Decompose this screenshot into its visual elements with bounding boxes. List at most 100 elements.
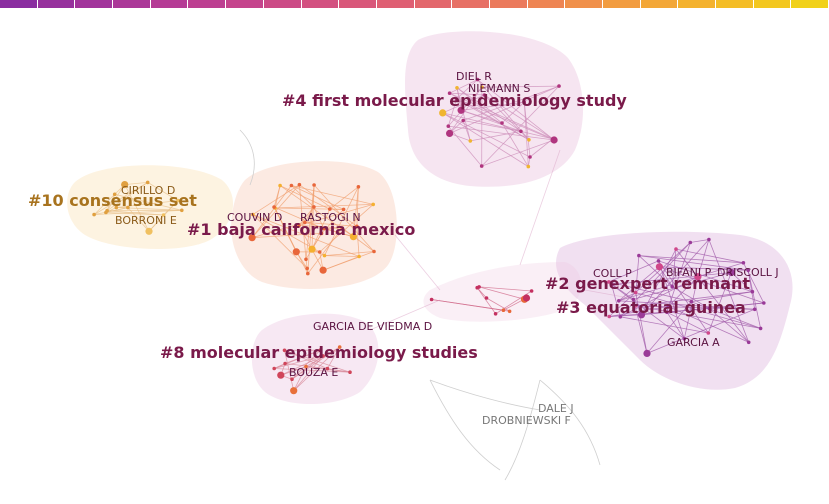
faint-edge: [539, 379, 601, 466]
network-edge: [620, 316, 709, 334]
network-edge: [618, 292, 636, 302]
author-label: DROBNIEWSKI F: [482, 414, 571, 427]
network-edge: [456, 98, 555, 141]
network-node: [689, 299, 694, 304]
network-node: [325, 366, 330, 371]
author-label: DIEL R: [456, 70, 492, 83]
network-edge: [447, 98, 457, 127]
network-node: [634, 304, 638, 308]
network-node: [637, 253, 641, 258]
network-node: [340, 226, 345, 230]
network-edge: [620, 276, 699, 318]
network-node: [161, 213, 166, 217]
timeline-segment: [301, 0, 340, 8]
network-edge: [449, 92, 485, 96]
network-edge: [658, 260, 753, 293]
network-node: [656, 259, 661, 263]
network-edge: [329, 186, 359, 210]
network-edge: [697, 239, 710, 277]
timeline-segment: [716, 0, 754, 8]
hull-cluster-8: [251, 313, 379, 404]
cluster-edges: [93, 79, 765, 391]
network-node: [176, 198, 180, 203]
timeline-segment: [753, 0, 792, 8]
network-node: [529, 289, 534, 293]
network-edge: [356, 186, 359, 227]
network-node: [328, 207, 332, 211]
network-edge: [620, 242, 691, 318]
network-node: [631, 297, 636, 302]
network-edge: [501, 122, 529, 167]
network-node: [308, 245, 316, 253]
cluster-label-3: #3 equatorial guinea: [556, 298, 746, 317]
network-node: [500, 121, 504, 125]
network-node: [277, 371, 285, 379]
network-edge: [611, 272, 732, 285]
network-node: [312, 205, 316, 209]
network-edge: [284, 349, 351, 373]
network-edge: [124, 184, 150, 232]
network-edge: [456, 98, 530, 141]
network-node: [372, 249, 376, 254]
network-edge: [633, 272, 732, 300]
network-edge: [293, 346, 340, 391]
network-edge: [618, 262, 744, 302]
network-edge: [638, 255, 673, 287]
network-node: [607, 280, 611, 284]
network-node: [468, 139, 473, 143]
network-node: [318, 348, 323, 353]
network-edge: [299, 184, 358, 227]
author-label: DALE J: [538, 402, 574, 415]
network-edge: [635, 305, 761, 329]
network-edge: [284, 349, 328, 369]
author-label: GARCIA DE VIEDMA D: [313, 320, 432, 333]
author-label: NIEMANN S: [468, 82, 530, 95]
network-edge: [319, 204, 374, 253]
network-node: [655, 263, 664, 271]
network-node: [670, 284, 674, 289]
network-edge: [327, 346, 341, 369]
network-node: [251, 212, 255, 217]
network-node: [145, 180, 150, 185]
network-edge: [127, 207, 150, 232]
network-edge: [618, 300, 755, 310]
network-node: [337, 345, 342, 349]
network-edge: [731, 272, 753, 292]
network-node: [248, 234, 256, 242]
network-node: [289, 183, 294, 188]
timeline-segment: [75, 0, 114, 8]
network-edge: [584, 289, 641, 301]
network-node: [741, 261, 746, 265]
network-edge: [93, 182, 148, 215]
network-node: [477, 285, 481, 289]
network-node: [447, 91, 452, 95]
network-node: [304, 257, 308, 262]
network-node: [501, 308, 506, 313]
network-edge: [106, 182, 148, 212]
network-edge: [298, 204, 374, 226]
network-node: [682, 336, 687, 341]
network-node: [461, 118, 466, 123]
network-node: [617, 299, 621, 303]
network-edge: [691, 291, 753, 303]
network-edge: [313, 206, 325, 229]
author-label: CIRILLO D: [121, 184, 175, 197]
network-edge: [666, 242, 691, 313]
network-edge: [442, 94, 485, 114]
network-edge: [478, 286, 525, 300]
network-edge: [448, 125, 555, 141]
network-edge: [252, 233, 322, 239]
network-node: [306, 271, 310, 276]
network-edge: [105, 212, 164, 216]
network-edge: [280, 366, 307, 376]
network-edge: [449, 86, 483, 134]
network-node: [674, 247, 678, 251]
network-edge: [635, 305, 755, 310]
network-node: [482, 93, 487, 97]
network-node: [633, 290, 638, 295]
network-edge: [299, 184, 307, 260]
network-node: [707, 237, 711, 242]
network-edge: [481, 85, 560, 88]
network-edge: [666, 311, 709, 334]
